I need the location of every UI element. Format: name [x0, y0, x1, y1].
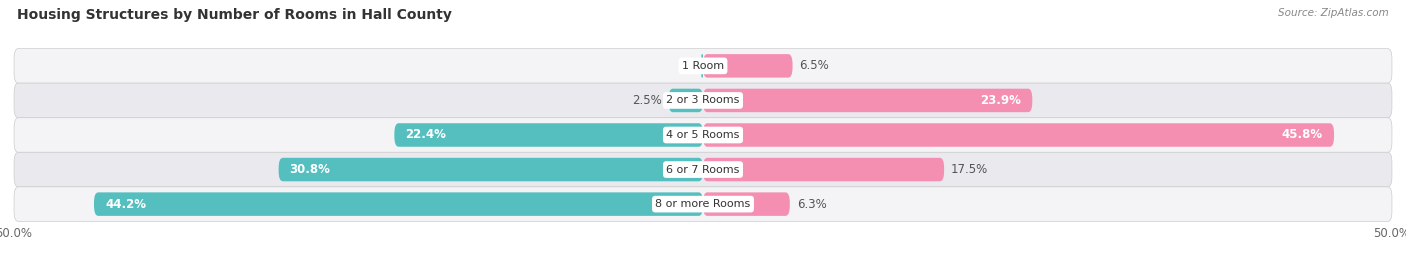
- FancyBboxPatch shape: [394, 123, 703, 147]
- Text: Housing Structures by Number of Rooms in Hall County: Housing Structures by Number of Rooms in…: [17, 8, 451, 22]
- FancyBboxPatch shape: [669, 89, 703, 112]
- Text: 44.2%: 44.2%: [105, 198, 146, 211]
- FancyBboxPatch shape: [14, 49, 1392, 83]
- Text: 4 or 5 Rooms: 4 or 5 Rooms: [666, 130, 740, 140]
- FancyBboxPatch shape: [703, 54, 793, 78]
- Text: 2 or 3 Rooms: 2 or 3 Rooms: [666, 95, 740, 106]
- FancyBboxPatch shape: [14, 83, 1392, 118]
- FancyBboxPatch shape: [14, 152, 1392, 187]
- Text: 22.4%: 22.4%: [405, 129, 446, 141]
- FancyBboxPatch shape: [14, 118, 1392, 152]
- FancyBboxPatch shape: [278, 158, 703, 181]
- Text: Source: ZipAtlas.com: Source: ZipAtlas.com: [1278, 8, 1389, 18]
- Text: 2.5%: 2.5%: [631, 94, 662, 107]
- Text: 30.8%: 30.8%: [290, 163, 330, 176]
- FancyBboxPatch shape: [94, 192, 703, 216]
- Text: 6 or 7 Rooms: 6 or 7 Rooms: [666, 164, 740, 175]
- FancyBboxPatch shape: [703, 89, 1032, 112]
- Text: 8 or more Rooms: 8 or more Rooms: [655, 199, 751, 209]
- FancyBboxPatch shape: [14, 187, 1392, 221]
- Text: 23.9%: 23.9%: [980, 94, 1021, 107]
- FancyBboxPatch shape: [703, 192, 790, 216]
- Text: 45.8%: 45.8%: [1282, 129, 1323, 141]
- FancyBboxPatch shape: [703, 123, 1334, 147]
- FancyBboxPatch shape: [703, 158, 945, 181]
- Text: 6.5%: 6.5%: [800, 59, 830, 72]
- Text: 6.3%: 6.3%: [797, 198, 827, 211]
- Text: 1 Room: 1 Room: [682, 61, 724, 71]
- FancyBboxPatch shape: [702, 54, 703, 78]
- Text: 17.5%: 17.5%: [950, 163, 988, 176]
